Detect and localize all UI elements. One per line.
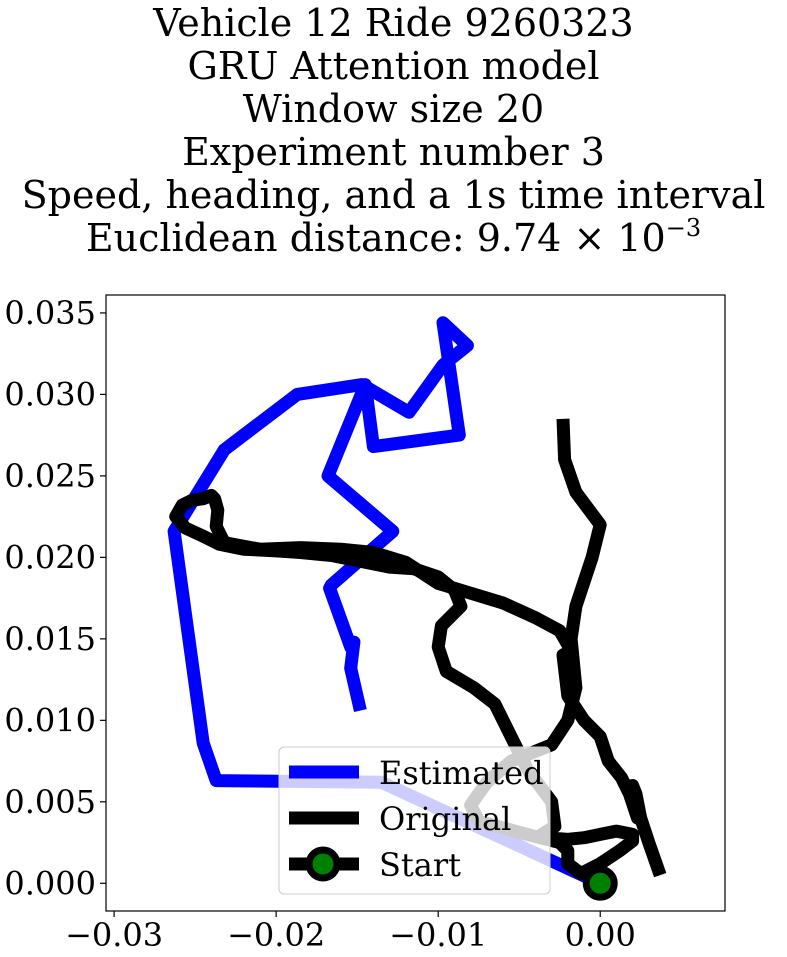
y-axis: 0.000 0.005 0.010 0.015 0.020 0.025 0.030 0.035 [4,294,106,902]
start-marker [582,865,618,901]
y-tick-label: 0.015 [4,620,96,658]
title-line-1: Vehicle 12 Ride 9260323 [153,1,634,45]
title-line-4: Experiment number 3 [182,130,605,174]
legend-swatch-start-marker [305,846,341,882]
y-tick-label: 0.005 [4,783,96,821]
distance-base: 10 [617,216,666,260]
title-line-2: GRU Attention model [187,44,600,88]
distance-times: × [573,216,606,260]
x-tick-label: −0.01 [389,916,487,954]
x-tick-label: 0.00 [565,916,636,954]
x-tick-label: −0.02 [227,916,325,954]
legend-label-estimated: Estimated [379,754,544,792]
series-line-estimated [167,316,603,890]
title-line-6: Euclidean distance: 9.74 × 10−3 [0,214,787,260]
chart-title: Vehicle 12 Ride 9260323 GRU Attention mo… [0,2,787,260]
x-tick-label: −0.03 [65,916,163,954]
legend-box [278,746,551,895]
distance-label: Euclidean distance: 9.74 [85,216,562,260]
y-tick-label: 0.010 [4,701,96,739]
y-tick-label: 0.025 [4,457,96,495]
legend-label-start: Start [379,846,461,884]
plot-frame [105,294,726,912]
y-tick-label: 0.000 [4,864,96,902]
legend-label-original: Original [379,800,511,838]
y-tick-label: 0.035 [4,294,96,332]
legend: Estimated Original Start [278,746,551,895]
y-tick-label: 0.030 [4,375,96,413]
title-line-5: Speed, heading, and a 1s time interval [21,173,766,217]
distance-exponent: −3 [665,214,702,242]
x-axis: −0.03 −0.02 −0.01 0.00 [65,911,636,954]
title-line-3: Window size 20 [242,87,545,131]
y-tick-label: 0.020 [4,538,96,576]
